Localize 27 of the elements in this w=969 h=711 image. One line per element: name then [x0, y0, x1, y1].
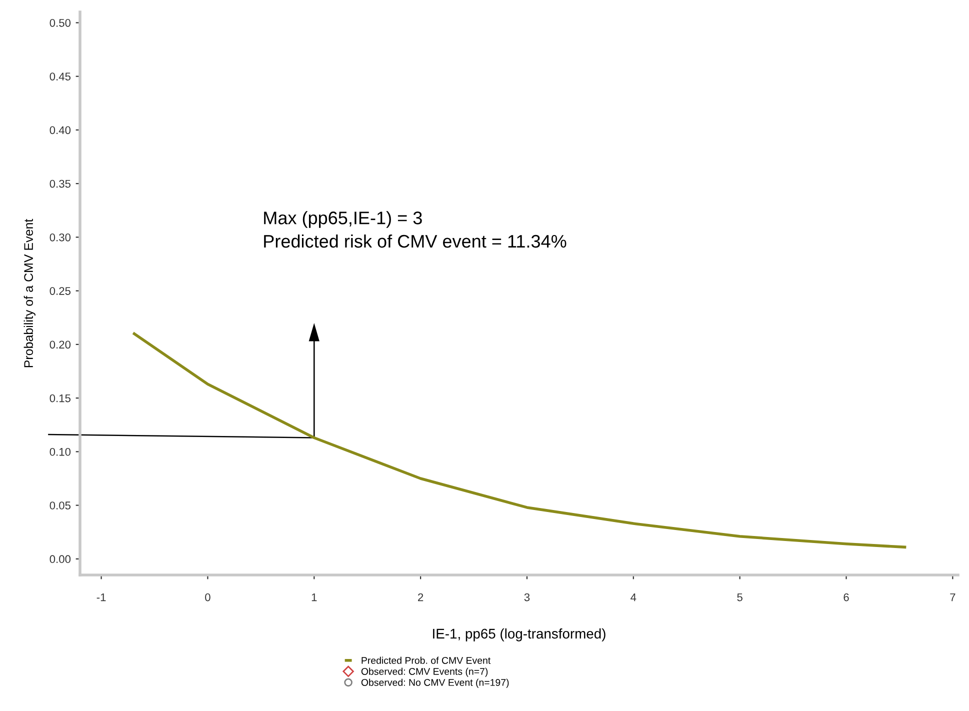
legend-label: Observed: No CMV Event (n=197) [361, 678, 509, 688]
x-tick-label: -1 [96, 593, 106, 602]
x-tick-label: 7 [950, 593, 956, 602]
x-tick-label: 4 [630, 593, 636, 602]
x-tick-label: 3 [524, 593, 530, 602]
y-tick-label: 0.20 [50, 340, 71, 349]
legend-label: Observed: CMV Events (n=7) [361, 668, 488, 677]
x-tick-label: 1 [312, 593, 317, 602]
y-tick-label: 0.45 [50, 72, 71, 80]
x-tick-label: 6 [844, 593, 849, 602]
legend-label: Predicted Prob. of CMV Event [362, 656, 491, 664]
y-tick-label: 0.05 [50, 502, 71, 510]
y-tick-label: 0.10 [50, 448, 71, 456]
x-axis-title: IE-1, pp65 (log-transformed) [433, 628, 606, 642]
y-tick-label: 0.15 [50, 394, 71, 402]
x-tick-label: 5 [737, 593, 742, 602]
y-tick-label: 0.30 [50, 233, 71, 242]
y-tick-label: 0.50 [50, 18, 71, 27]
y-axis-title: Probability of a CMV Event [24, 218, 36, 368]
x-tick-label: 2 [418, 593, 424, 602]
y-tick-label: 0.40 [50, 126, 71, 134]
line-series [132, 332, 906, 549]
y-tick-label: 0.00 [50, 555, 71, 564]
y-tick-label: 0.25 [50, 287, 71, 295]
y-tick-label: 0.35 [50, 180, 71, 188]
annotation: Max (pp65,IE-1) = 3 Predicted risk of CMV event = 11.34% [264, 211, 566, 248]
x-tick-label: 0 [205, 593, 210, 602]
